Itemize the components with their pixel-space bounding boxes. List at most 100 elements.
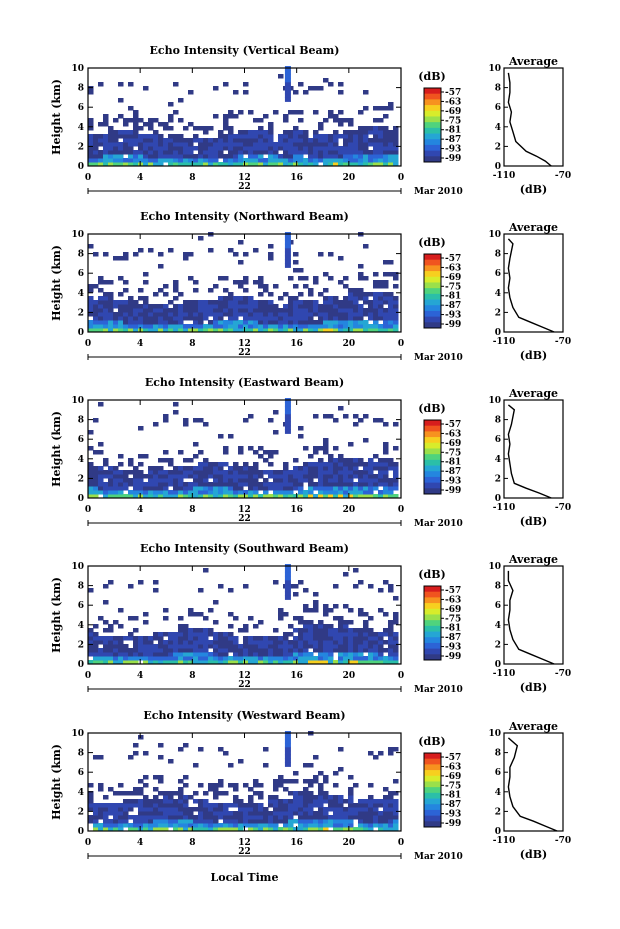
heatmap-cell bbox=[263, 312, 269, 317]
heatmap-cell bbox=[318, 644, 324, 649]
heatmap-cell bbox=[243, 490, 249, 495]
heatmap-cell bbox=[343, 150, 349, 155]
heatmap-cell bbox=[228, 320, 234, 325]
heatmap-cell bbox=[233, 787, 239, 792]
heatmap-cell bbox=[178, 811, 184, 816]
x-tick-label: 12 bbox=[238, 339, 251, 349]
heatmap-cell bbox=[98, 162, 104, 167]
heatmap-cell bbox=[238, 466, 244, 471]
heatmap-cell bbox=[318, 791, 324, 796]
heatmap-cell bbox=[343, 276, 349, 281]
x-tick-label: 20 bbox=[343, 173, 356, 183]
heatmap-cell bbox=[353, 308, 359, 313]
heatmap-cell bbox=[148, 126, 154, 131]
heatmap-cell bbox=[148, 316, 154, 321]
heatmap-cell bbox=[313, 608, 319, 613]
heatmap-cell bbox=[273, 787, 279, 792]
heatmap-cell bbox=[303, 819, 309, 824]
heatmap-cell bbox=[323, 150, 329, 155]
heatmap-cell bbox=[203, 811, 209, 816]
heatmap-cell bbox=[373, 819, 379, 824]
heatmap-cell bbox=[228, 624, 234, 629]
heatmap-cell bbox=[213, 466, 219, 471]
heatmap-cell bbox=[198, 636, 204, 641]
heatmap-cell bbox=[358, 656, 364, 661]
heatmap-cell bbox=[93, 252, 99, 257]
heatmap-cell bbox=[208, 300, 214, 305]
heatmap-cell bbox=[298, 470, 304, 475]
heatmap-cell bbox=[213, 490, 219, 495]
heatmap-cell bbox=[308, 763, 314, 768]
profile-y-tick-label: 2 bbox=[495, 474, 501, 484]
heatmap-cell bbox=[183, 743, 189, 748]
heatmap-cell bbox=[378, 296, 384, 301]
heatmap-cell bbox=[283, 146, 289, 151]
heatmap-cell bbox=[148, 304, 154, 309]
y-tick-label: 2 bbox=[78, 807, 84, 817]
date-month-label: Mar 2010 bbox=[414, 685, 463, 695]
heatmap-cell bbox=[263, 162, 269, 167]
heatmap-cell bbox=[328, 454, 334, 459]
heatmap-cell bbox=[183, 470, 189, 475]
heatmap-cell bbox=[338, 256, 344, 261]
heatmap-cell bbox=[138, 316, 144, 321]
heatmap-cell bbox=[88, 118, 94, 123]
heatmap-cell bbox=[343, 494, 349, 499]
heatmap-cell bbox=[223, 324, 229, 329]
heatmap-cell bbox=[343, 462, 349, 467]
heatmap-cell bbox=[268, 142, 274, 147]
heatmap-cell bbox=[283, 494, 289, 499]
heatmap-cell bbox=[288, 494, 294, 499]
heatmap-cell bbox=[173, 644, 179, 649]
heatmap-cell bbox=[368, 324, 374, 329]
heatmap-cell bbox=[198, 652, 204, 657]
heatmap-cell bbox=[138, 296, 144, 301]
heatmap-cell bbox=[213, 787, 219, 792]
heatmap-cell bbox=[188, 494, 194, 499]
heatmap-cell bbox=[138, 462, 144, 467]
heatmap-cell bbox=[103, 462, 109, 467]
heatmap-cell bbox=[113, 803, 119, 808]
heatmap-cell bbox=[283, 162, 289, 167]
heatmap-cell bbox=[333, 118, 339, 123]
heatmap-cell bbox=[283, 154, 289, 159]
heatmap-cell bbox=[333, 154, 339, 159]
heatmap-cell bbox=[313, 280, 319, 285]
heatmap-cell bbox=[383, 126, 389, 131]
heatmap-cell bbox=[213, 807, 219, 812]
heatmap-cell bbox=[108, 162, 114, 167]
heatmap-cell bbox=[283, 799, 289, 804]
heatmap-cell bbox=[338, 158, 344, 163]
heatmap-cell bbox=[218, 308, 224, 313]
heatmap-cell bbox=[98, 660, 104, 665]
heatmap-cell bbox=[343, 620, 349, 625]
heatmap-cell bbox=[103, 648, 109, 653]
heatmap-cell bbox=[373, 478, 379, 483]
heatmap-cell bbox=[88, 783, 94, 788]
heatmap-cell bbox=[253, 134, 259, 139]
heatmap-cell bbox=[378, 466, 384, 471]
heatmap-cell bbox=[213, 312, 219, 317]
heatmap-cell bbox=[153, 636, 159, 641]
heatmap-cell bbox=[88, 288, 94, 293]
profile-y-tick-label: 4 bbox=[495, 455, 501, 465]
heatmap-cell bbox=[208, 640, 214, 645]
colorbar-segment bbox=[424, 809, 441, 817]
heatmap-cell bbox=[323, 328, 329, 333]
heatmap-cell bbox=[128, 138, 134, 143]
heatmap-cell bbox=[233, 482, 239, 487]
profile-line bbox=[507, 570, 555, 665]
heatmap-cell bbox=[113, 134, 119, 139]
heatmap-cell bbox=[288, 138, 294, 143]
heatmap-cell bbox=[388, 466, 394, 471]
heatmap-cell bbox=[328, 656, 334, 661]
heatmap-cell bbox=[248, 640, 254, 645]
heatmap-cell bbox=[288, 624, 294, 629]
heatmap-cell bbox=[303, 787, 309, 792]
heatmap-cell bbox=[193, 288, 199, 293]
heatmap-cell bbox=[138, 482, 144, 487]
heatmap-cell bbox=[383, 807, 389, 812]
heatmap-cell bbox=[213, 316, 219, 321]
heatmap-cell bbox=[258, 324, 264, 329]
heatmap-cell bbox=[343, 304, 349, 309]
